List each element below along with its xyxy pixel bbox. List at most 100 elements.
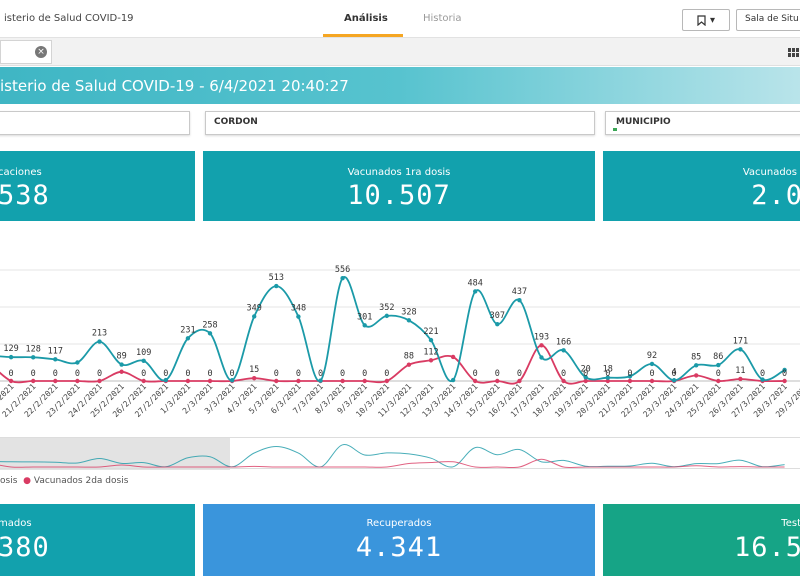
- data-label: 85: [691, 352, 701, 362]
- data-point-1ra: [362, 323, 367, 328]
- legend-item-2da[interactable]: Vacunados 2da dosis: [33, 476, 129, 486]
- data-point-2da: [716, 378, 721, 384]
- data-label: 484: [468, 278, 483, 288]
- data-label: 0: [9, 369, 14, 379]
- kpi-label: Recuperados: [366, 518, 432, 529]
- data-point-2da: [274, 378, 279, 384]
- chart-minimap[interactable]: [0, 437, 800, 470]
- kpi-value: 2.0: [751, 180, 800, 211]
- data-label: 0: [340, 369, 345, 379]
- kpi-confirmados[interactable]: mados 380: [0, 504, 195, 576]
- selections-bar: ×: [0, 38, 800, 66]
- data-point-2da: [694, 373, 699, 378]
- data-label: 0: [384, 369, 389, 379]
- data-label: 0: [362, 369, 367, 379]
- data-label: 171: [733, 336, 748, 346]
- data-label: 128: [26, 344, 41, 354]
- minimap-selection-shade[interactable]: [0, 438, 230, 470]
- grid-icon[interactable]: [788, 48, 799, 57]
- data-point-1ra: [31, 355, 36, 360]
- data-label: 0: [672, 369, 677, 379]
- data-point-1ra: [760, 377, 765, 382]
- data-point-1ra: [384, 313, 389, 319]
- data-label: 0: [583, 369, 588, 379]
- data-label: 221: [423, 327, 438, 337]
- data-point-1ra: [53, 357, 58, 362]
- data-point-2da: [561, 378, 566, 384]
- chart-legend: osis ● Vacunados 2da dosis: [0, 476, 128, 486]
- kpi-vacunados-2da[interactable]: Vacunados 2.0: [603, 151, 800, 221]
- data-point-1ra: [428, 337, 434, 343]
- data-point-1ra: [207, 331, 213, 336]
- kpi-testeos[interactable]: Test 16.5: [603, 504, 800, 576]
- filter-box-1[interactable]: [0, 111, 190, 135]
- data-point-1ra: [274, 283, 279, 289]
- data-label: 109: [136, 348, 151, 358]
- data-label: 0: [185, 369, 190, 379]
- data-point-1ra: [716, 362, 721, 368]
- data-point-2da: [473, 378, 478, 384]
- data-label: 0: [141, 369, 146, 379]
- data-label: 166: [556, 337, 571, 347]
- data-label: 328: [401, 307, 416, 317]
- data-point-1ra: [75, 360, 80, 365]
- data-point-2da: [649, 378, 655, 384]
- data-point-1ra: [782, 367, 787, 373]
- legend-item-1ra[interactable]: osis: [0, 476, 18, 486]
- vaccination-line-chart[interactable]: 1381291281172138910923125834951334855630…: [0, 250, 800, 435]
- data-point-2da: [450, 354, 456, 360]
- bookmark-button[interactable]: ▾: [682, 9, 730, 31]
- minimap-line-1ra: [0, 444, 785, 468]
- data-label: 20: [581, 364, 591, 374]
- data-point-1ra: [229, 378, 235, 383]
- data-label: 0: [75, 369, 80, 379]
- data-point-1ra: [539, 355, 544, 360]
- data-point-2da: [119, 369, 124, 374]
- data-label: 0: [649, 369, 654, 379]
- minimap-svg: [0, 438, 785, 470]
- minimap-line-2da: [0, 458, 785, 469]
- kpi-label: Vacunados 1ra dosis: [347, 167, 451, 178]
- data-point-1ra: [671, 378, 677, 383]
- kpi-vacunados-1ra[interactable]: Vacunados 1ra dosis 10.507: [203, 151, 595, 221]
- data-point-1ra: [296, 314, 301, 319]
- data-point-2da: [384, 378, 389, 384]
- data-label: 437: [512, 287, 527, 297]
- data-point-1ra: [450, 377, 456, 383]
- filter-cordon[interactable]: CORDON: [205, 111, 595, 135]
- data-point-1ra: [627, 374, 633, 379]
- kpi-label: Vacunados: [742, 167, 797, 178]
- data-point-1ra: [185, 336, 191, 341]
- data-point-1ra: [694, 363, 699, 368]
- data-label: 0: [31, 369, 36, 379]
- data-label: 0: [473, 369, 478, 379]
- data-point-2da: [428, 358, 434, 363]
- tab-historia[interactable]: Historia: [423, 13, 462, 24]
- data-point-1ra: [605, 375, 610, 380]
- kpi-recuperados[interactable]: Recuperados 4.341: [203, 504, 595, 576]
- data-point-2da: [8, 378, 14, 384]
- close-icon[interactable]: ×: [35, 46, 47, 58]
- data-point-1ra: [141, 358, 146, 364]
- data-point-2da: [495, 378, 500, 384]
- data-point-1ra: [561, 348, 566, 353]
- data-point-1ra: [583, 375, 588, 380]
- data-label: 0: [53, 369, 58, 379]
- data-label: 0: [517, 369, 522, 379]
- data-label: 0: [274, 369, 279, 379]
- selection-chip[interactable]: ×: [0, 40, 52, 64]
- dashboard-title: isterio de Salud COVID-19 - 6/4/2021 20:…: [0, 77, 349, 95]
- tab-analisis[interactable]: Análisis: [344, 13, 388, 24]
- data-point-2da: [340, 378, 345, 384]
- chart-svg: 1381291281172138910923125834951334855630…: [0, 265, 800, 419]
- top-bar: isterio de Salud COVID-19 Análisis Histo…: [0, 0, 800, 38]
- data-point-1ra: [252, 314, 257, 319]
- data-point-1ra: [163, 377, 168, 383]
- data-label: 18: [603, 365, 613, 375]
- kpi-aplicaciones[interactable]: caciones 538: [0, 151, 195, 221]
- kpi-value: 10.507: [347, 180, 451, 211]
- data-label: 117: [48, 346, 63, 356]
- data-label: 0: [296, 369, 301, 379]
- filter-municipio[interactable]: MUNICIPIO: [605, 111, 800, 135]
- sheet-selector-button[interactable]: Sala de Situ: [736, 9, 800, 31]
